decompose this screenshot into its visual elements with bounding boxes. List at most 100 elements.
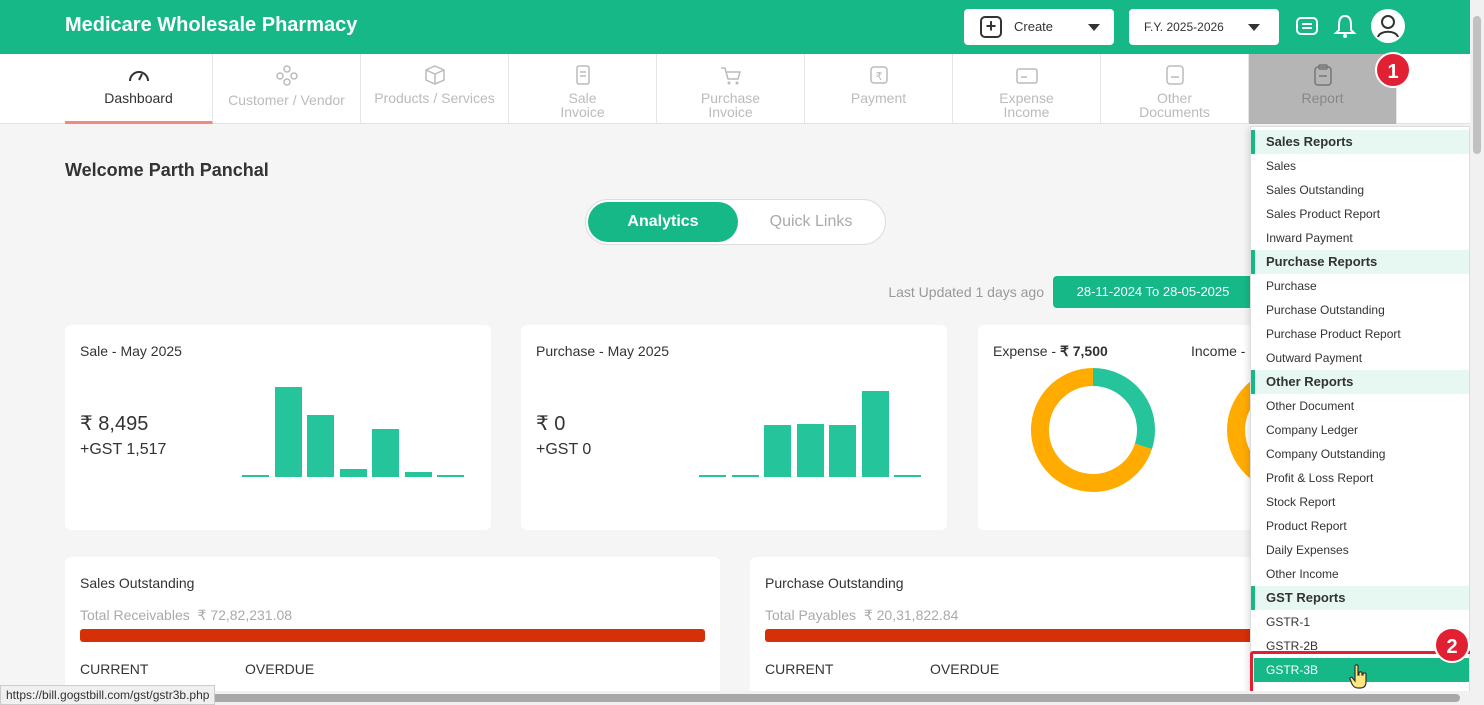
chart-bar bbox=[894, 475, 921, 477]
menu-section-header: Purchase Reports bbox=[1251, 250, 1469, 274]
calculator-icon[interactable] bbox=[1294, 13, 1320, 39]
total-value: ₹ 72,82,231.08 bbox=[197, 607, 293, 623]
step-badge-2: 2 bbox=[1434, 627, 1470, 663]
menu-item-product-report[interactable]: Product Report bbox=[1266, 519, 1347, 533]
users-icon bbox=[276, 65, 298, 86]
menu-item-purchase-product-report[interactable]: Purchase Product Report bbox=[1266, 327, 1401, 341]
status-bar-url: https://bill.gogstbill.com/gst/gstr3b.ph… bbox=[0, 685, 216, 705]
chart-bar bbox=[861, 391, 889, 477]
menu-section-header: Sales Reports bbox=[1251, 130, 1469, 154]
donut-slice bbox=[1031, 368, 1152, 492]
tab-label-2: Invoice bbox=[708, 104, 753, 120]
menu-item-profit-loss-report[interactable]: Profit & Loss Report bbox=[1266, 471, 1374, 485]
sale-gst: +GST 1,517 bbox=[80, 441, 167, 458]
menu-item-outward-payment[interactable]: Outward Payment bbox=[1266, 351, 1363, 365]
step-badge-1: 1 bbox=[1375, 52, 1411, 88]
expense-label: Expense - bbox=[993, 343, 1060, 359]
wallet-icon bbox=[1016, 68, 1038, 84]
overdue-label: OVERDUE bbox=[245, 661, 315, 677]
welcome-text: Welcome Parth Panchal bbox=[65, 160, 269, 180]
brand-name[interactable]: Medicare Wholesale Pharmacy bbox=[65, 14, 358, 36]
tab-label: Payment bbox=[850, 90, 907, 106]
tab-sale-invoice[interactable]: Sale Invoice bbox=[509, 54, 657, 124]
bell-icon[interactable] bbox=[1332, 13, 1358, 39]
expense-value: ₹ 7,500 bbox=[1059, 343, 1108, 359]
horizontal-scrollbar[interactable] bbox=[0, 691, 1470, 705]
menu-item-gstr-2b[interactable]: GSTR-2B bbox=[1266, 639, 1319, 653]
menu-section-header: GST Reports bbox=[1251, 586, 1469, 610]
tab-purchase-invoice[interactable]: Purchase Invoice bbox=[657, 54, 805, 124]
document-icon bbox=[1166, 65, 1184, 85]
sale-amount: ₹ 8,495 bbox=[80, 413, 149, 435]
card-title: Sales Outstanding bbox=[80, 575, 195, 591]
tab-label-2: Income bbox=[1003, 104, 1050, 120]
chart-bar bbox=[829, 425, 856, 477]
tab-label: Report bbox=[1301, 90, 1344, 106]
create-label: Create bbox=[1014, 19, 1054, 34]
chart-bar bbox=[404, 472, 432, 477]
last-updated-text: Last Updated 1 days ago bbox=[888, 284, 1044, 300]
income-donut-ring bbox=[1227, 368, 1286, 492]
tab-label: Sale bbox=[568, 90, 597, 106]
tab-label: Products / Services bbox=[374, 90, 495, 106]
tab-label-2: Invoice bbox=[560, 104, 605, 120]
card-title: Purchase Outstanding bbox=[765, 575, 904, 591]
menu-item-company-ledger[interactable]: Company Ledger bbox=[1266, 423, 1359, 437]
menu-item-other-income[interactable]: Other Income bbox=[1266, 567, 1339, 581]
tab-label: Expense bbox=[999, 90, 1054, 106]
tab-other-documents[interactable]: Other Documents bbox=[1101, 54, 1249, 124]
svg-text:₹: ₹ bbox=[876, 70, 883, 83]
menu-section-header: Other Reports bbox=[1251, 370, 1469, 394]
date-range-button[interactable]: 28-11-2024 To 28-05-2025 bbox=[1053, 276, 1253, 308]
chart-bar bbox=[372, 429, 399, 477]
menu-item-sales-product-report[interactable]: Sales Product Report bbox=[1266, 207, 1381, 221]
scroll-thumb[interactable] bbox=[0, 694, 1460, 702]
report-dropdown-menu: Sales Reports Sales Sales Outstanding Sales… bbox=[1250, 126, 1470, 696]
menu-item-gstr-3b[interactable]: GSTR-3B bbox=[1254, 658, 1469, 682]
tab-dashboard[interactable]: Dashboard bbox=[65, 54, 213, 124]
total-label: Total Receivables bbox=[80, 607, 190, 623]
scroll-thumb[interactable] bbox=[1473, 16, 1481, 154]
tab-report[interactable]: Report bbox=[1249, 54, 1397, 124]
chart-bar bbox=[731, 475, 759, 477]
tab-products-services[interactable]: Products / Services bbox=[361, 54, 509, 124]
chart-bar bbox=[242, 475, 269, 477]
expense-title: Expense - ₹ 7,500 bbox=[993, 343, 1108, 360]
menu-item-sales[interactable]: Sales bbox=[1266, 159, 1297, 173]
purchase-outstanding-card: Purchase Outstanding Total Payables ₹ 20… bbox=[750, 557, 1278, 705]
cart-icon bbox=[721, 67, 741, 85]
fy-label: F.Y. 2025-2026 bbox=[1144, 20, 1224, 34]
chart-bar bbox=[274, 387, 302, 477]
menu-item-daily-expenses[interactable]: Daily Expenses bbox=[1266, 543, 1349, 557]
menu-item-other-document[interactable]: Other Document bbox=[1266, 399, 1355, 413]
tab-payment[interactable]: ₹ Payment bbox=[805, 54, 953, 124]
tab-label: Purchase bbox=[700, 90, 761, 106]
analytics-tab[interactable]: Analytics bbox=[588, 202, 738, 242]
sale-card: Sale - May 2025 ₹ 8,495 +GST 1,517 bbox=[65, 325, 491, 530]
plus-icon: + bbox=[980, 16, 1002, 38]
income-label: Income - bbox=[1191, 343, 1246, 359]
chart-bar bbox=[796, 424, 824, 477]
chart-bar bbox=[307, 415, 334, 477]
menu-item-purchase[interactable]: Purchase bbox=[1266, 279, 1317, 293]
menu-item-inward-payment[interactable]: Inward Payment bbox=[1266, 231, 1353, 245]
menu-item-sales-outstanding[interactable]: Sales Outstanding bbox=[1266, 183, 1365, 197]
menu-item-gstr-1[interactable]: GSTR-1 bbox=[1266, 615, 1311, 629]
vertical-scrollbar[interactable] bbox=[1470, 0, 1484, 705]
menu-item-stock-report[interactable]: Stock Report bbox=[1266, 495, 1336, 509]
total-payables: Total Payables ₹ 20,31,822.84 bbox=[765, 607, 958, 624]
menu-item-purchase-outstanding[interactable]: Purchase Outstanding bbox=[1266, 303, 1385, 317]
create-button[interactable]: + Create bbox=[964, 9, 1114, 45]
financial-year-select[interactable]: F.Y. 2025-2026 bbox=[1129, 9, 1279, 45]
quick-links-tab[interactable]: Quick Links bbox=[769, 213, 853, 230]
tab-customer-vendor[interactable]: Customer / Vendor bbox=[213, 54, 361, 124]
chevron-down-icon bbox=[1088, 24, 1100, 31]
user-avatar[interactable] bbox=[1371, 9, 1405, 43]
card-title: Sale - May 2025 bbox=[80, 343, 182, 359]
payables-bar bbox=[765, 629, 1265, 642]
total-value: ₹ 20,31,822.84 bbox=[863, 607, 959, 623]
view-toggle: Analytics Quick Links bbox=[585, 199, 886, 245]
tab-expense-income[interactable]: Expense Income bbox=[953, 54, 1101, 124]
menu-item-company-outstanding[interactable]: Company Outstanding bbox=[1266, 447, 1386, 461]
tab-label-2: Documents bbox=[1139, 104, 1210, 120]
